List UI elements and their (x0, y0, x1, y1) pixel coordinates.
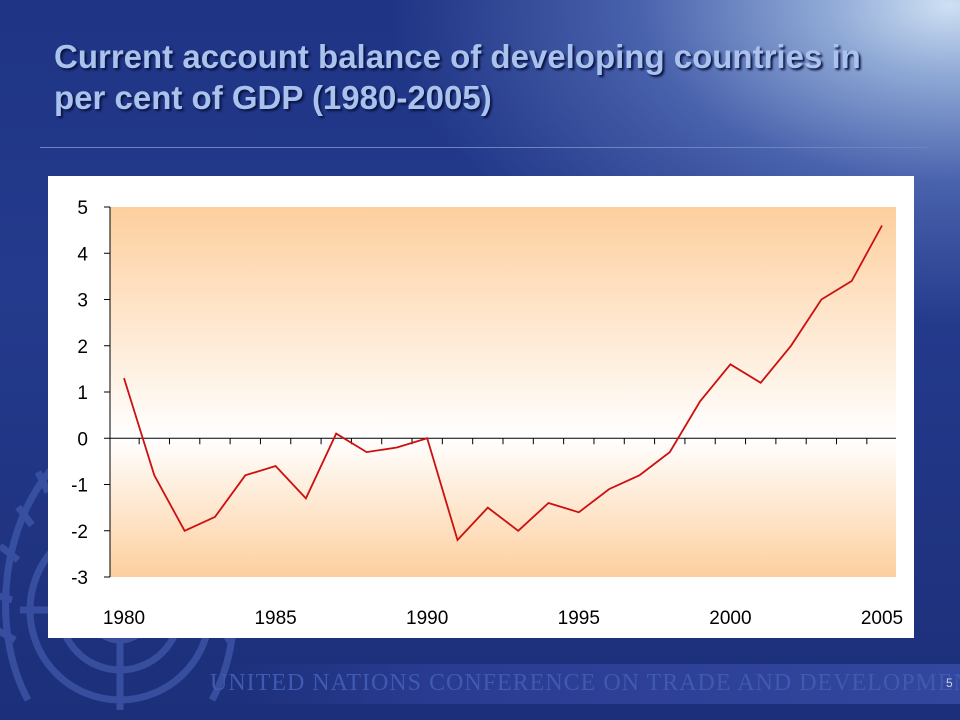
x-tick-label: 1990 (406, 608, 448, 629)
y-axis-ticks (104, 206, 110, 578)
x-tick-label: 1980 (103, 608, 145, 629)
title-divider (40, 147, 928, 148)
y-tick-label: 5 (77, 198, 88, 219)
y-tick-label: 1 (77, 383, 88, 404)
slide-title: Current account balance of developing co… (54, 38, 861, 116)
series-line (123, 225, 883, 542)
footer-band (230, 664, 960, 704)
y-tick-label: 2 (77, 337, 88, 358)
x-tick-label: 2000 (709, 608, 751, 629)
x-tick-label: 1985 (254, 608, 296, 629)
y-tick-label: -2 (71, 522, 88, 543)
footer-text: UNITED NATIONS CONFERENCE ON TRADE AND D… (210, 670, 960, 696)
x-tick-label: 1995 (558, 608, 600, 629)
y-tick-label: -3 (71, 568, 88, 589)
y-axis-labels: 5 4 3 2 1 0 -1 -2 -3 (71, 198, 88, 589)
y-tick-label: 4 (77, 244, 88, 265)
plot-area (110, 207, 896, 577)
line-chart: 5 4 3 2 1 0 -1 -2 -3 1980 1985 1990 1995 2000 2005 (71, 198, 903, 629)
x-axis-labels: 1980 1985 1990 1995 2000 2005 (103, 608, 903, 629)
page-number: 5 (946, 676, 953, 690)
y-tick-label: 3 (77, 291, 88, 312)
y-tick-label: -1 (71, 476, 88, 497)
chart-panel: 5 4 3 2 1 0 -1 -2 -3 1980 1985 1990 1995 2000 2005 (48, 176, 914, 638)
y-tick-label: 0 (77, 429, 88, 450)
x-tick-label: 2005 (861, 608, 903, 629)
